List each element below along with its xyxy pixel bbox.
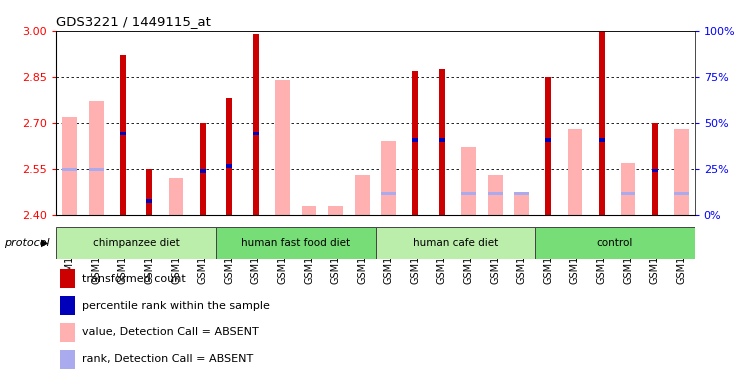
- Bar: [376, 227, 535, 259]
- Bar: [674, 192, 689, 195]
- Bar: [599, 138, 605, 142]
- Bar: [89, 168, 104, 171]
- Bar: [59, 350, 75, 369]
- Bar: [545, 77, 551, 215]
- Bar: [545, 138, 551, 142]
- Bar: [59, 269, 75, 288]
- Bar: [652, 169, 658, 172]
- Text: rank, Detection Call = ABSENT: rank, Detection Call = ABSENT: [82, 354, 253, 364]
- Bar: [439, 138, 445, 142]
- Bar: [488, 175, 502, 215]
- Bar: [355, 175, 369, 215]
- Text: human cafe diet: human cafe diet: [412, 238, 498, 248]
- Bar: [328, 206, 343, 215]
- Bar: [568, 129, 582, 215]
- Bar: [200, 169, 206, 173]
- Bar: [59, 296, 75, 315]
- Bar: [621, 192, 635, 195]
- Bar: [652, 123, 658, 215]
- Text: human fast food diet: human fast food diet: [241, 238, 350, 248]
- Bar: [461, 192, 476, 195]
- Bar: [120, 132, 125, 136]
- Text: chimpanzee diet: chimpanzee diet: [92, 238, 179, 248]
- Text: ▶: ▶: [41, 238, 49, 248]
- Text: GDS3221 / 1449115_at: GDS3221 / 1449115_at: [56, 15, 211, 28]
- Bar: [412, 71, 418, 215]
- Text: control: control: [597, 238, 633, 248]
- Bar: [488, 192, 502, 195]
- Bar: [382, 192, 396, 195]
- Bar: [59, 323, 75, 342]
- Bar: [382, 141, 396, 215]
- Bar: [599, 31, 605, 215]
- Text: percentile rank within the sample: percentile rank within the sample: [82, 301, 270, 311]
- Bar: [146, 169, 152, 215]
- Bar: [514, 192, 529, 195]
- Bar: [216, 227, 376, 259]
- Bar: [146, 199, 152, 203]
- Bar: [412, 138, 418, 142]
- Bar: [535, 227, 695, 259]
- Bar: [56, 227, 216, 259]
- Text: transformed count: transformed count: [82, 274, 185, 284]
- Bar: [253, 34, 259, 215]
- Bar: [200, 123, 206, 215]
- Bar: [275, 80, 290, 215]
- Bar: [89, 101, 104, 215]
- Bar: [302, 206, 316, 215]
- Bar: [253, 132, 259, 136]
- Bar: [514, 194, 529, 215]
- Text: protocol: protocol: [4, 238, 50, 248]
- Bar: [226, 98, 232, 215]
- Bar: [62, 168, 77, 171]
- Text: value, Detection Call = ABSENT: value, Detection Call = ABSENT: [82, 328, 258, 338]
- Bar: [621, 163, 635, 215]
- Bar: [62, 117, 77, 215]
- Bar: [674, 129, 689, 215]
- Bar: [439, 69, 445, 215]
- Bar: [226, 164, 232, 168]
- Bar: [169, 178, 183, 215]
- Bar: [120, 55, 125, 215]
- Bar: [461, 147, 476, 215]
